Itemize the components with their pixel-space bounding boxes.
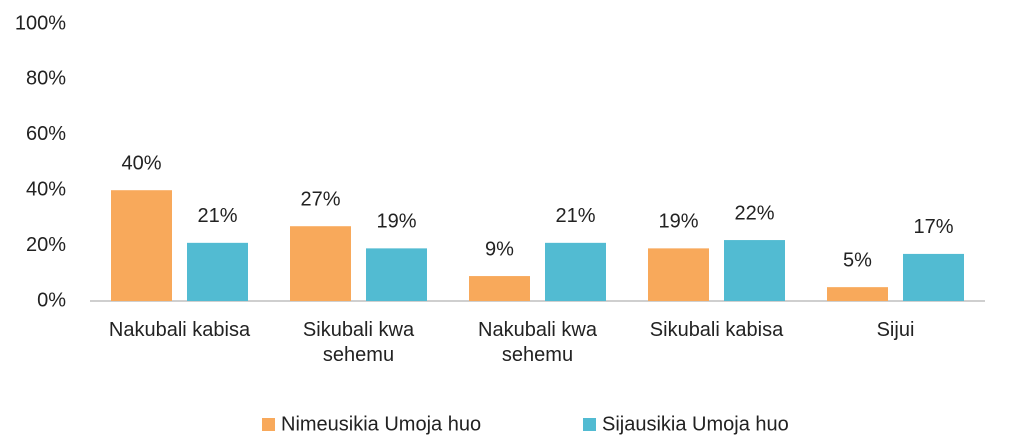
y-tick-label: 60% <box>26 123 66 145</box>
bar <box>724 240 785 301</box>
bar <box>545 242 606 301</box>
x-tick-label: Sijui <box>876 319 915 341</box>
bar <box>827 287 888 301</box>
data-label: 21% <box>197 205 237 227</box>
bar <box>648 248 709 301</box>
data-label: 19% <box>376 211 416 233</box>
bar <box>366 248 427 301</box>
x-tick-label: Nakubali kwa sehemu <box>478 319 597 366</box>
y-tick-label: 80% <box>26 68 66 90</box>
bar <box>290 226 351 301</box>
legend-label: Sijausikia Umoja huo <box>602 413 789 435</box>
bar <box>903 253 964 301</box>
data-label: 5% <box>843 249 872 271</box>
y-tick-label: 100% <box>15 12 66 34</box>
x-tick-label: Nakubali kabisa <box>108 319 251 341</box>
legend-swatch <box>583 418 596 431</box>
y-tick-label: 0% <box>37 289 66 311</box>
legend-swatch <box>262 418 275 431</box>
bar <box>187 242 248 301</box>
y-tick-label: 20% <box>26 234 66 256</box>
data-label: 19% <box>658 211 698 233</box>
data-label: 21% <box>555 205 595 227</box>
data-label: 27% <box>300 188 340 210</box>
x-tick-label: Sikubali kwa sehemu <box>302 319 415 366</box>
data-label: 22% <box>734 202 774 224</box>
y-tick-label: 40% <box>26 178 66 200</box>
bar <box>469 276 530 301</box>
data-label: 17% <box>913 216 953 238</box>
bar <box>111 190 172 301</box>
legend-label: Nimeusikia Umoja huo <box>281 413 481 435</box>
data-label: 40% <box>121 152 161 174</box>
x-tick-label: Sikubali kabisa <box>649 319 784 341</box>
data-label: 9% <box>485 238 514 260</box>
